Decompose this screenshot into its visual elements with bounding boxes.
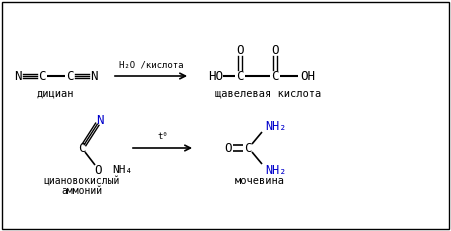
Text: C: C — [271, 70, 279, 82]
Text: H₂O /кислота: H₂O /кислота — [119, 60, 183, 69]
Text: t⁰: t⁰ — [157, 132, 168, 141]
Text: O: O — [271, 45, 279, 58]
Text: NH₂: NH₂ — [265, 119, 287, 133]
Text: C: C — [244, 142, 252, 155]
Text: дициан: дициан — [36, 89, 74, 99]
Text: NH₂: NH₂ — [265, 164, 287, 176]
Text: мочевина: мочевина — [235, 176, 285, 186]
Text: NH₄: NH₄ — [112, 165, 132, 175]
Text: OH: OH — [300, 70, 315, 82]
Text: O: O — [94, 164, 102, 176]
Text: O: O — [224, 142, 232, 155]
Text: N: N — [96, 113, 104, 127]
Text: N: N — [90, 70, 98, 82]
Text: C: C — [66, 70, 74, 82]
Text: C: C — [236, 70, 244, 82]
Text: аммоний: аммоний — [61, 186, 102, 196]
Text: щавелевая кислота: щавелевая кислота — [215, 89, 321, 99]
Text: C: C — [38, 70, 46, 82]
Text: O: O — [236, 45, 244, 58]
Text: N: N — [14, 70, 22, 82]
Text: C: C — [78, 142, 86, 155]
Text: HO: HO — [208, 70, 223, 82]
Text: циановокислый: циановокислый — [44, 176, 120, 186]
